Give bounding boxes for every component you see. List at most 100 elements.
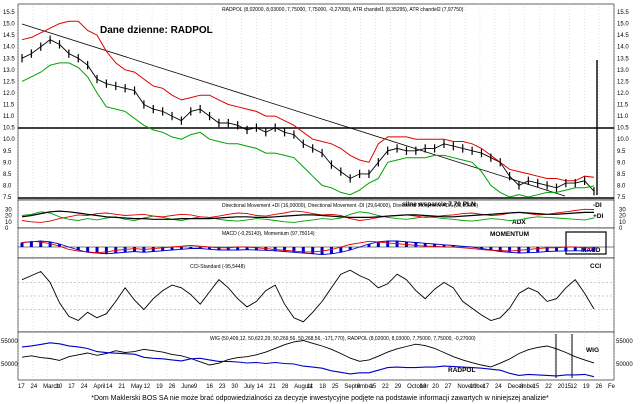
x-tick-label: October <box>407 384 428 390</box>
radpol-overlay-line <box>21 342 595 378</box>
x-tick-label: 19 <box>156 384 163 390</box>
x-tick-label: April <box>93 384 105 390</box>
momentum-line <box>21 240 595 254</box>
price-y-tick-right: 14.5 <box>617 33 629 39</box>
di-plus-label: +DI <box>593 213 603 220</box>
x-tick-label: November <box>457 384 485 390</box>
x-tick-label: 30 <box>231 384 238 390</box>
x-tick-label: 25 <box>332 384 339 390</box>
price-y-tick-right: 10.5 <box>617 126 629 132</box>
x-tick-label: December <box>508 384 536 390</box>
wig-line <box>21 340 595 368</box>
x-tick-label: 19 <box>583 384 590 390</box>
x-tick-label: 29 <box>395 384 402 390</box>
price-y-tick-right: 11.5 <box>617 103 629 109</box>
x-tick-label: 28 <box>282 384 289 390</box>
wig-y-tick-right: 50000 <box>616 362 633 368</box>
price-y-tick-right: 8.0 <box>617 183 626 189</box>
x-tick-label: 24 <box>495 384 502 390</box>
adx-line <box>21 210 594 220</box>
x-tick-label: 15 <box>533 384 540 390</box>
wig-y-tick-left: 55000 <box>1 339 18 345</box>
price-y-tick-right: 12.0 <box>617 91 629 97</box>
price-y-tick-right: 8.5 <box>617 172 626 178</box>
x-tick-label: 15 <box>369 384 376 390</box>
price-y-tick-right: 13.5 <box>617 56 629 62</box>
momentum-label: MOMENTUM <box>490 231 529 238</box>
price-y-tick-left: 13.0 <box>3 68 15 74</box>
price-y-tick-right: 12.5 <box>617 79 629 85</box>
x-tick-label: August <box>294 384 313 390</box>
dmi-y-tick-left: 10 <box>5 220 12 226</box>
price-y-tick-right: 9.5 <box>617 149 626 155</box>
price-y-tick-left: 8.0 <box>3 183 12 189</box>
di-minus-line <box>21 208 595 223</box>
price-y-tick-right: 15.0 <box>617 22 629 28</box>
x-tick-label: 17 <box>68 384 75 390</box>
dmi-y-tick-right: 0 <box>619 226 623 232</box>
x-tick-label: 21 <box>118 384 125 390</box>
price-y-tick-left: 13.5 <box>3 56 15 62</box>
wig-y-tick-right: 55000 <box>616 339 633 345</box>
wig-series <box>21 340 595 378</box>
wig-label: WIG <box>586 347 599 354</box>
x-tick-label: Fe <box>608 384 616 390</box>
price-y-tick-left: 15.0 <box>3 22 15 28</box>
price-y-tick-left: 14.0 <box>3 45 15 51</box>
x-tick-label: 17 <box>18 384 25 390</box>
x-tick-label: 21 <box>269 384 276 390</box>
x-tick-label: 2015 <box>558 384 572 390</box>
price-y-tick-right: 11.0 <box>617 114 629 120</box>
dmi-y-tick-left: 30 <box>5 207 12 213</box>
x-tick-label: June <box>181 384 195 390</box>
x-tick-label: 23 <box>219 384 226 390</box>
atr-chandel2-line <box>21 62 595 198</box>
x-tick-label: 11 <box>307 384 314 390</box>
price-y-tick-left: 14.5 <box>3 33 15 39</box>
price-panel <box>17 3 615 201</box>
macd-series <box>18 240 614 255</box>
price-y-tick-left: 7.5 <box>3 195 12 201</box>
cci-line <box>21 269 595 323</box>
cci-legend: CCI-Standard (-95,5448) <box>190 264 245 270</box>
cci-series <box>18 269 614 323</box>
chart-title: Dane dzienne: RADPOL <box>100 25 213 36</box>
x-tick-label: 9 <box>194 384 198 390</box>
price-y-tick-right: 7.5 <box>617 195 626 201</box>
macd-highlight-box <box>565 231 607 255</box>
dmi-y-tick-left: 0 <box>5 226 9 232</box>
x-tick-label: September <box>344 384 373 390</box>
x-tick-label: 13 <box>420 384 427 390</box>
x-tick-label: 10 <box>470 384 477 390</box>
price-y-tick-left: 12.0 <box>3 91 15 97</box>
wig-y-tick-left: 50000 <box>1 362 18 368</box>
price-y-tick-left: 10.5 <box>3 126 15 132</box>
x-tick-label: 26 <box>169 384 176 390</box>
price-legend: RADPOL (8,02000, 8,03000, 7,75000, 7,750… <box>222 7 464 13</box>
adx-label: ADX <box>512 219 526 226</box>
x-tick-label: 16 <box>206 384 213 390</box>
disclaimer-footer: *Dom Maklerski BOS SA nie może brać odpo… <box>91 395 549 402</box>
support-annotation: silne wsparcie 7,70 PLN <box>402 201 476 208</box>
dmi-legend: Directional Movement +DI (16,00000), Dir… <box>222 203 478 209</box>
price-y-tick-right: 13.0 <box>617 68 629 74</box>
x-tick-label: 17 <box>482 384 489 390</box>
x-tick-label: July <box>244 384 255 390</box>
x-tick-label: 18 <box>319 384 326 390</box>
downtrend-line <box>21 23 566 197</box>
price-y-ticks: 15.5 15.5 15.0 15.0 14.5 14.5 14.0 14.0 13.5 13.5… <box>3 10 629 201</box>
price-y-tick-left: 10.0 <box>3 137 15 143</box>
price-y-tick-right: 14.0 <box>617 45 629 51</box>
price-y-tick-right: 9.0 <box>617 160 626 166</box>
x-tick-label: 14 <box>257 384 264 390</box>
dmi-y-tick-right: 30 <box>619 207 626 213</box>
radpol-overlay-label: RADPOL <box>448 367 475 374</box>
price-y-tick-left: 11.0 <box>3 114 15 120</box>
dmi-series <box>21 208 595 223</box>
x-tick-label: 22 <box>382 384 389 390</box>
price-y-tick-left: 8.5 <box>3 172 12 178</box>
cci-label: CCI <box>590 263 601 270</box>
